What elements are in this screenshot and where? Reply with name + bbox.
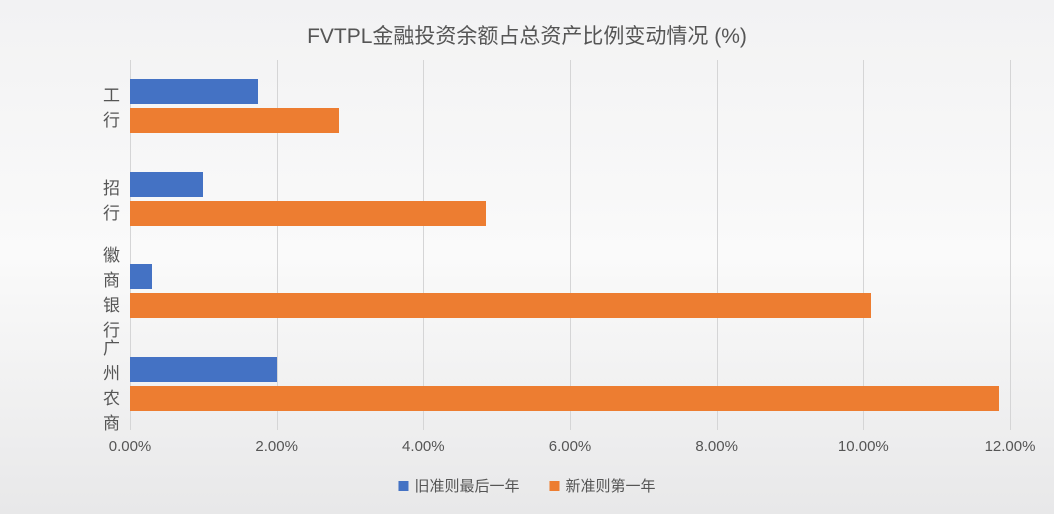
y-category-label: 广州农商 [103, 334, 120, 434]
x-tick-label: 4.00% [402, 438, 445, 455]
y-category-label: 徽商银行 [103, 241, 120, 341]
bar-0 [130, 264, 152, 289]
x-tick-label: 12.00% [985, 438, 1036, 455]
bar-0 [130, 172, 203, 197]
bar-1 [130, 201, 486, 226]
grid-line [423, 60, 424, 430]
y-category-label: 工行 [103, 81, 120, 131]
legend: 旧准则最后一年 新准则第一年 [398, 475, 655, 496]
chart-title: FVTPL金融投资余额占总资产比例变动情况 (%) [0, 0, 1054, 50]
legend-swatch [550, 481, 560, 491]
legend-label: 旧准则最后一年 [414, 475, 519, 496]
x-tick-label: 6.00% [549, 438, 592, 455]
x-tick-label: 2.00% [255, 438, 298, 455]
bar-1 [130, 108, 339, 133]
legend-label: 新准则第一年 [566, 475, 656, 496]
bar-0 [130, 357, 277, 382]
grid-line [570, 60, 571, 430]
grid-line [1010, 60, 1011, 430]
legend-item: 新准则第一年 [550, 475, 656, 496]
grid-line [863, 60, 864, 430]
legend-swatch [398, 481, 408, 491]
legend-item: 旧准则最后一年 [398, 475, 519, 496]
bar-1 [130, 293, 871, 318]
x-tick-label: 10.00% [838, 438, 889, 455]
y-category-label: 招行 [103, 174, 120, 224]
bar-0 [130, 79, 258, 104]
x-tick-label: 0.00% [109, 438, 152, 455]
chart-container: FVTPL金融投资余额占总资产比例变动情况 (%) 0.00%2.00%4.00… [0, 0, 1054, 514]
x-tick-label: 8.00% [695, 438, 738, 455]
grid-line [717, 60, 718, 430]
bar-1 [130, 386, 999, 411]
plot-area: 0.00%2.00%4.00%6.00%8.00%10.00%12.00%工行招… [130, 60, 1010, 430]
